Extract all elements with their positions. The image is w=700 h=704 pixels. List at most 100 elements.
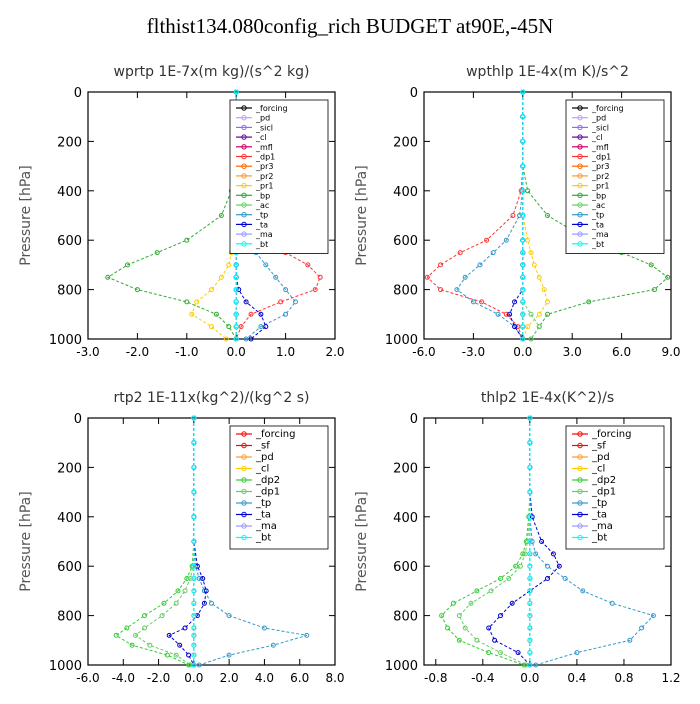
legend-label: _tp (591, 211, 604, 220)
data-point (243, 299, 249, 305)
data-point (528, 336, 534, 342)
data-point (486, 650, 492, 656)
data-point (218, 213, 224, 218)
data-point (124, 625, 130, 631)
legend-label: _pr3 (255, 162, 273, 171)
series-line (115, 418, 195, 666)
legend-marker (241, 465, 247, 472)
data-point (105, 274, 111, 280)
data-point (191, 563, 197, 569)
data-point (609, 600, 615, 606)
data-point (479, 299, 485, 305)
data-point (134, 287, 140, 293)
y-tick-label: 200 (57, 461, 82, 476)
legend-marker (241, 134, 247, 140)
data-point (562, 576, 568, 581)
legend-label: _bt (591, 533, 607, 544)
data-point (191, 600, 197, 606)
data-point (648, 262, 654, 268)
legend-marker (241, 124, 247, 131)
data-point (506, 576, 512, 581)
legend-marker (241, 153, 247, 160)
x-tick-label: 0.0 (227, 345, 246, 359)
data-point (525, 237, 531, 243)
data-point (283, 311, 289, 317)
data-point (147, 642, 153, 648)
y-tick-label: 1000 (49, 659, 82, 674)
data-point (238, 324, 244, 330)
chart-title: wprtp 1E-7x(m kg)/(s^2 kg) (114, 64, 310, 80)
data-point (305, 262, 311, 268)
legend-label: _cl (591, 133, 603, 142)
data-point (529, 539, 535, 544)
legend-marker (241, 212, 247, 218)
y-tick-label: 0 (74, 86, 82, 101)
data-point (527, 576, 533, 581)
data-point (528, 311, 534, 317)
data-point (213, 311, 219, 317)
data-point (283, 287, 289, 293)
y-tick-label: 600 (57, 234, 82, 249)
data-point (527, 625, 533, 631)
x-tick-label: 9.0 (661, 345, 680, 359)
legend-label: _bt (255, 533, 271, 544)
legend-marker (241, 115, 247, 121)
data-point (159, 613, 165, 619)
data-point (520, 262, 526, 268)
data-point (258, 311, 264, 317)
data-point (270, 642, 276, 648)
data-point (527, 539, 533, 544)
data-point (273, 274, 279, 280)
y-tick-label: 1000 (385, 333, 418, 348)
y-axis-label: Pressure [hPa] (18, 165, 34, 265)
data-point (462, 625, 468, 631)
x-tick-label: -3.0 (462, 345, 485, 359)
data-point (233, 287, 239, 293)
data-point (536, 274, 542, 280)
legend-marker (241, 163, 247, 169)
data-point (113, 632, 119, 638)
legend-label: _tp (591, 498, 607, 509)
data-point (527, 514, 533, 520)
legend-label: _pr1 (255, 182, 273, 191)
data-point (226, 262, 232, 268)
data-point (196, 662, 202, 668)
data-point (184, 299, 190, 305)
legend-label: _cl (591, 464, 605, 475)
legend-marker (577, 134, 583, 140)
data-point (528, 250, 534, 256)
y-tick-label: 200 (57, 135, 82, 150)
legend-label: _ta (255, 220, 268, 229)
data-point (474, 637, 480, 643)
data-point (191, 613, 197, 619)
data-point (191, 440, 197, 446)
data-point (474, 588, 480, 594)
legend-label: _tp (255, 211, 268, 220)
x-tick-label: -2.0 (126, 345, 149, 359)
legend-marker (577, 212, 583, 218)
data-point (129, 642, 135, 648)
legend-marker (241, 431, 247, 437)
data-point (445, 625, 450, 631)
data-point (191, 652, 197, 658)
plot-frame (423, 91, 672, 340)
data-point (191, 514, 197, 520)
legend-label: _bp (255, 191, 270, 200)
data-point (545, 213, 550, 218)
legend-label: _ac (255, 201, 269, 210)
data-point (173, 600, 179, 606)
data-point (545, 311, 550, 317)
y-axis-label: Pressure [hPa] (354, 491, 370, 591)
legend-label: _ma (591, 230, 609, 239)
data-point (248, 336, 254, 342)
data-point (191, 489, 197, 495)
data-point (233, 336, 239, 342)
data-point (209, 600, 214, 606)
data-point (312, 287, 318, 293)
legend-label: _sf (255, 441, 270, 452)
legend-marker (241, 534, 247, 541)
x-tick-label: 6.0 (290, 671, 309, 685)
legend-marker (577, 488, 583, 495)
legend-marker (577, 500, 583, 506)
legend-label: _pd (255, 114, 270, 123)
